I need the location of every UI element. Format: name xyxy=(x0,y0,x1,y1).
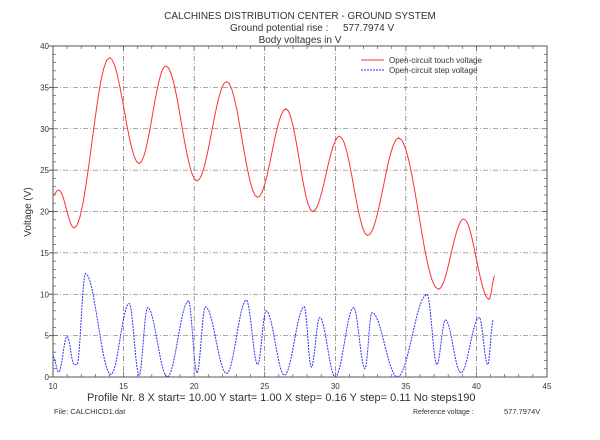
y-tick-label: 30 xyxy=(40,125,49,134)
series-lines xyxy=(52,56,496,378)
series-line-step-voltage xyxy=(52,272,494,378)
chart-title: CALCHINES DISTRIBUTION CENTER - GROUND S… xyxy=(164,11,436,22)
reference-voltage-label: Reference voltage : xyxy=(413,409,474,416)
x-tick-label: 30 xyxy=(331,382,340,391)
axis-ticks: 10 15 20 25 30 35 40 45 0 5 10 15 20 25 30 35 40 xyxy=(40,42,552,391)
y-tick-label: 15 xyxy=(40,249,49,258)
y-axis-label: Voltage (V) xyxy=(23,187,34,236)
y-tick-label: 5 xyxy=(45,332,50,341)
series-line-touch-voltage xyxy=(53,56,496,300)
x-tick-label: 20 xyxy=(190,382,199,391)
ground-potential-value: 577.7974 V xyxy=(343,23,394,34)
legend-label-step: Open-circuit step voltage xyxy=(389,66,478,75)
x-tick-label: 40 xyxy=(472,382,481,391)
profile-info: Profile Nr. 8 X start= 10.00 Y start= 1.… xyxy=(87,392,476,404)
x-tick-label: 35 xyxy=(401,382,410,391)
x-tick-label: 15 xyxy=(119,382,128,391)
x-tick-label: 25 xyxy=(260,382,269,391)
y-tick-label: 0 xyxy=(45,373,50,382)
file-name: File: CALCHICD1.dat xyxy=(54,407,126,416)
legend-label-touch: Open-circuit touch voltage xyxy=(389,56,482,65)
y-tick-label: 25 xyxy=(40,166,49,175)
x-tick-label: 10 xyxy=(49,382,58,391)
grid xyxy=(53,46,547,377)
plot-frame xyxy=(52,45,548,378)
y-tick-label: 35 xyxy=(40,83,49,92)
chart-subtitle: Body voltages in V xyxy=(259,35,342,46)
legend: Open-circuit touch voltage Open-circuit … xyxy=(361,56,482,75)
x-tick-label: 45 xyxy=(543,382,552,391)
y-tick-label: 40 xyxy=(40,42,49,51)
reference-voltage-value: 577.7974V xyxy=(504,407,540,416)
y-tick-label: 10 xyxy=(40,290,49,299)
ground-potential-label: Ground potential rise : xyxy=(230,23,328,34)
y-tick-label: 20 xyxy=(40,208,49,217)
